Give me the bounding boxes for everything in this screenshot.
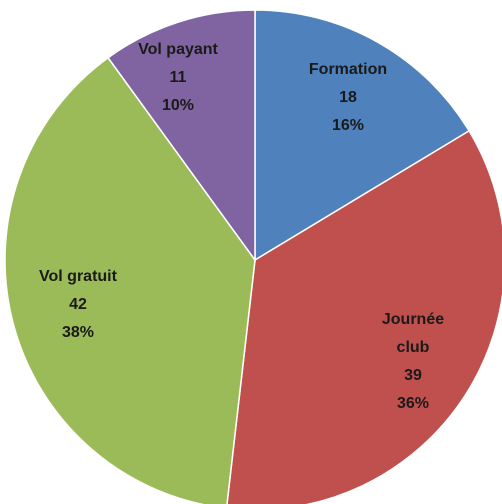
pie-slice xyxy=(226,129,502,504)
slice-label: Journée club 39 36% xyxy=(378,306,448,418)
category-label: Formation xyxy=(308,61,388,78)
pie-slice xyxy=(107,9,256,263)
slice-label: Vol payant 11 10% xyxy=(118,36,238,120)
percent-label: 38% xyxy=(61,324,95,341)
pie-slice xyxy=(254,9,471,262)
slice-label: Vol gratuit 42 38% xyxy=(18,263,138,347)
value-label: 42 xyxy=(69,296,87,313)
percent-label: 36% xyxy=(396,395,430,412)
percent-label: 16% xyxy=(331,117,365,134)
category-label: Journée club xyxy=(381,311,445,356)
value-label: 39 xyxy=(404,367,422,384)
slice-label: Formation 18 16% xyxy=(288,56,408,140)
percent-label: 10% xyxy=(161,97,195,114)
value-label: 18 xyxy=(339,89,357,106)
value-label: 11 xyxy=(169,69,187,86)
pie-slice xyxy=(4,56,256,504)
category-label: Vol gratuit xyxy=(39,268,117,285)
category-label: Vol payant xyxy=(138,41,218,58)
